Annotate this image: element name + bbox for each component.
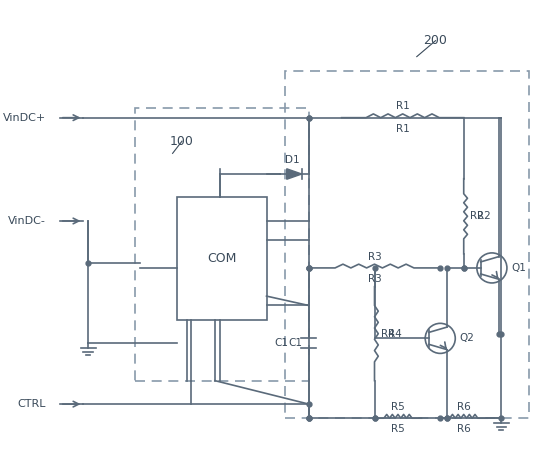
- Text: R2: R2: [477, 211, 491, 221]
- Text: COM: COM: [207, 252, 237, 265]
- Text: R4: R4: [388, 329, 401, 339]
- Bar: [177, 197, 267, 320]
- Text: Q1: Q1: [511, 263, 527, 273]
- Bar: [135, 108, 309, 380]
- Text: R1: R1: [396, 124, 410, 134]
- Text: R5: R5: [391, 424, 405, 434]
- Text: R4: R4: [381, 329, 394, 339]
- Text: C1: C1: [288, 338, 302, 348]
- Text: R6: R6: [457, 424, 471, 434]
- Bar: [285, 71, 529, 418]
- Text: R3: R3: [368, 274, 381, 284]
- Text: VinDC+: VinDC+: [3, 113, 46, 123]
- Text: CTRL: CTRL: [17, 399, 46, 409]
- Text: VinDC-: VinDC-: [8, 216, 46, 226]
- Text: C1: C1: [274, 338, 288, 348]
- Text: R2: R2: [470, 211, 484, 221]
- Text: D1: D1: [285, 155, 299, 165]
- Text: R5: R5: [391, 402, 405, 412]
- Text: 100: 100: [170, 135, 194, 148]
- Text: R6: R6: [457, 402, 471, 412]
- Text: Q2: Q2: [459, 333, 474, 343]
- Polygon shape: [287, 169, 302, 179]
- Text: R1: R1: [396, 101, 410, 111]
- Text: 200: 200: [424, 34, 448, 47]
- Text: R3: R3: [368, 252, 381, 261]
